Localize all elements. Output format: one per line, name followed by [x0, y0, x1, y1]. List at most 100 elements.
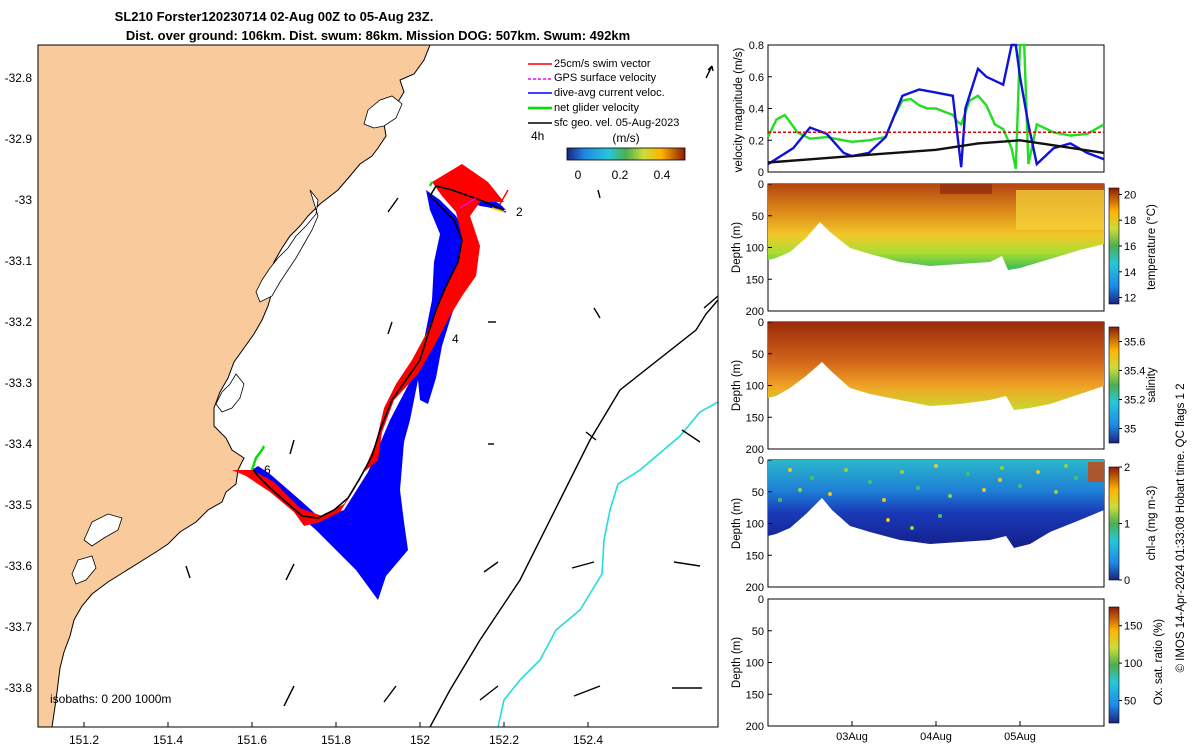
date-tick-04aug: 04Aug	[920, 731, 952, 743]
geo-arrow	[705, 65, 714, 79]
chla-panel	[767, 459, 1105, 588]
depth-tick: 100	[746, 658, 764, 670]
colorbar-tick: 35.4	[1124, 366, 1145, 378]
depth-tick: 200	[746, 721, 764, 733]
depth-tick: 100	[746, 243, 764, 255]
chla-dot	[1036, 470, 1040, 474]
colorbar-tick: 50	[1124, 696, 1136, 708]
date-tick-03aug: 03Aug	[836, 731, 868, 743]
depth-axis-label: Depth (m)	[731, 360, 743, 411]
estuary	[215, 373, 245, 413]
chla-dot	[798, 488, 802, 492]
isobath-200m	[429, 299, 718, 727]
geo-arrow	[383, 685, 397, 703]
temperature-mid-patch	[1016, 190, 1104, 230]
velocity-y-tick: 0.4	[749, 104, 764, 116]
chla-dots	[778, 464, 1078, 530]
day-marker-6: 6	[264, 463, 271, 477]
salinity-colorbar	[1108, 326, 1120, 444]
chla-colorbar-label: chl-a (mg m-3)	[1146, 485, 1158, 560]
isobath-1000m	[497, 401, 718, 727]
chla-dot	[1074, 476, 1078, 480]
map-y-tick: -33.2	[5, 315, 33, 329]
velocity-lines	[766, 43, 1105, 170]
day-marker-4: 4	[452, 332, 459, 346]
geo-arrow	[285, 563, 295, 581]
depth-tick: 150	[746, 550, 764, 562]
colorbar-tick: 2	[1124, 462, 1130, 474]
velocity-series-3	[767, 139, 1105, 164]
legend-label-net: net glider velocity	[554, 102, 639, 114]
salinity-panel	[767, 321, 1105, 450]
map-y-tick: -33.3	[5, 376, 33, 390]
map-y-tick: -33.7	[5, 620, 33, 634]
estuary	[71, 555, 97, 585]
depth-tick: 200	[746, 306, 764, 318]
oxygen-colorbar	[1108, 606, 1120, 724]
geo-arrow	[585, 431, 597, 441]
isobaths-label: isobaths: 0 200 1000m	[50, 692, 171, 706]
geo-arrow	[673, 561, 701, 567]
map-panel: 2 4 6 25cm/s swim vector GPS surface vel…	[5, 44, 719, 747]
chla-hot-patch	[1088, 462, 1104, 482]
map-x-tick: 152.4	[573, 733, 603, 747]
chla-dot	[900, 470, 904, 474]
colorbar-tick: 0	[1124, 575, 1130, 587]
map-y-tick: -33.5	[5, 498, 33, 512]
chla-dot	[1064, 464, 1068, 468]
chla-dot	[1018, 484, 1022, 488]
map-y-tick: -33.8	[5, 681, 33, 695]
land-mass	[38, 45, 431, 727]
chla-colorbar	[1108, 466, 1120, 581]
map-legend: 25cm/s swim vector GPS surface velocity …	[528, 58, 686, 182]
geo-arrow	[185, 565, 191, 579]
colorbar-tick: 35	[1124, 424, 1136, 436]
chla-dot	[844, 468, 848, 472]
colorbar-tick: 35.6	[1124, 337, 1145, 349]
colorbar-tick: 150	[1124, 621, 1142, 633]
geo-arrow	[479, 685, 499, 701]
chla-dot	[938, 514, 942, 518]
legend-label-gps: GPS surface velocity	[554, 72, 657, 84]
map-x-tick: 151.2	[69, 733, 99, 747]
velocity-y-tick: 0	[758, 167, 764, 179]
geo-arrow	[597, 189, 601, 199]
colorbar-tick: 1	[1124, 519, 1130, 531]
velocity-ylabel: velocity magnitude (m/s)	[733, 48, 745, 173]
depth-axis-label: Depth (m)	[731, 222, 743, 273]
geo-arrow	[571, 561, 595, 569]
depth-tick: 150	[746, 412, 764, 424]
chla-dot	[788, 468, 792, 472]
map-colorbar-tick: 0.2	[612, 168, 629, 182]
chla-dot	[886, 518, 890, 522]
map-x-ticks: 151.2 151.4 151.6 151.8 152 152.2 152.4	[69, 722, 603, 747]
chla-dot	[966, 472, 970, 476]
chla-dot	[982, 488, 986, 492]
depth-tick: 50	[752, 487, 764, 499]
legend-interval: 4h	[531, 129, 544, 143]
legend-label-swim: 25cm/s swim vector	[554, 58, 651, 70]
figure-title-line2: Dist. over ground: 106km. Dist. swum: 86…	[126, 28, 630, 43]
chla-dot	[828, 492, 832, 496]
panel-colorbars	[1108, 187, 1120, 724]
velocity-series-1	[767, 43, 1105, 168]
map-colorbar-tick: 0	[575, 168, 582, 182]
velocity-y-tick: 0.6	[749, 72, 764, 84]
depth-axes: 0 50 100 150 200 Depth (m) 0 50 100 150 200 Depth (…	[731, 179, 772, 733]
depth-tick: 150	[746, 689, 764, 701]
depth-tick: 50	[752, 211, 764, 223]
map-y-tick: -33	[15, 193, 33, 207]
temperature-panel	[767, 183, 1105, 312]
map-x-tick: 152.2	[489, 733, 519, 747]
colorbar-tick: 14	[1124, 267, 1136, 279]
chla-dot	[1054, 490, 1058, 494]
chla-dot	[948, 494, 952, 498]
geo-arrow	[483, 561, 499, 573]
end-swim-arrow	[499, 189, 509, 205]
map-colorbar-title: (m/s)	[612, 131, 639, 145]
depth-tick: 0	[758, 317, 764, 329]
map-y-tick: -33.1	[5, 254, 33, 268]
net-glider-velocity	[250, 445, 266, 471]
geo-arrow	[387, 321, 393, 335]
